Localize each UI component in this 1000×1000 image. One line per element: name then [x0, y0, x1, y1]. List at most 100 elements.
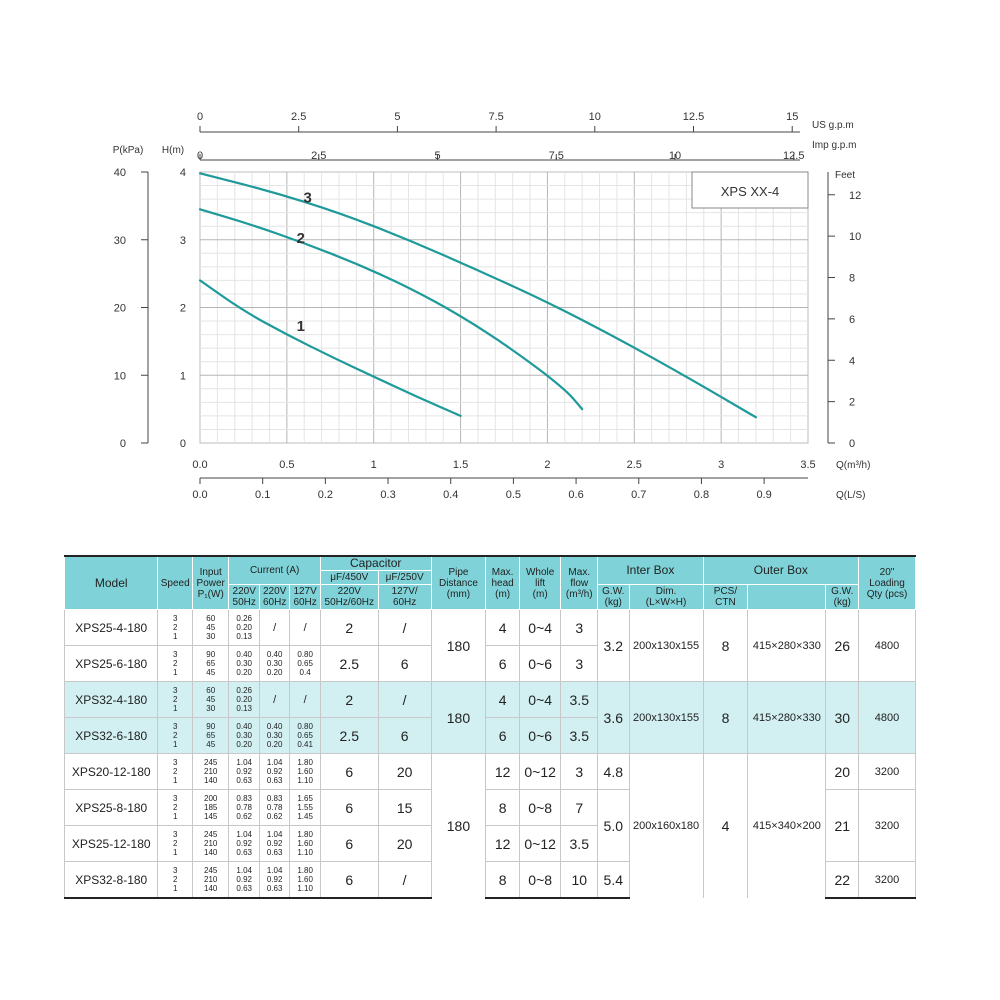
max-flow-cell: 3 — [560, 645, 599, 682]
cell-line: 2 — [172, 767, 178, 776]
cell-line: 60 — [206, 614, 216, 623]
curve-label-2: 2 — [297, 230, 305, 247]
max-head-cell: 6 — [485, 645, 520, 682]
feet-tick-label: 2 — [849, 397, 855, 409]
max-head-cell: 8 — [485, 861, 520, 899]
cell-line: 0.40 — [266, 650, 283, 659]
max-flow-cell: 3 — [560, 753, 599, 790]
max-head-cell: 4 — [485, 681, 520, 718]
curve-series-3 — [198, 172, 757, 419]
cell-line: 0.78 — [236, 803, 252, 812]
current-220-50-cell: 1.04 0.92 0.63 — [228, 861, 260, 899]
ls-tick-label: 0.0 — [192, 489, 207, 501]
cell-line: 140 — [204, 848, 218, 857]
current-220-60-cell: 1.04 0.92 0.63 — [258, 753, 291, 790]
header-text: lift — [535, 577, 546, 589]
cell-line: 0.40 — [266, 722, 283, 731]
m3h-tick-label: 0.0 — [192, 459, 207, 471]
current-127-60-cell: / — [289, 609, 321, 646]
whole-lift-cell: 0~4 — [518, 681, 562, 718]
cell-line: 3 — [172, 614, 178, 623]
curve-series-2 — [198, 208, 584, 411]
cap-127v-cell: / — [377, 861, 432, 899]
cell-line: 0.63 — [236, 884, 252, 893]
us-gpm-tick-label: 2.5 — [291, 111, 306, 123]
current-220-60-cell: / — [258, 681, 291, 718]
outer-gw-cell: 30 — [825, 681, 859, 754]
current-220-50-cell: 0.83 0.78 0.62 — [228, 789, 260, 826]
header-max-head: Max. head (m) — [485, 555, 520, 610]
header-cap-220v: 220V 50Hz/60Hz — [319, 584, 379, 610]
kpa-tick-label: 10 — [114, 370, 126, 382]
header-inter-box: Inter Box — [597, 555, 704, 585]
model-cell: XPS32-8-180 — [63, 861, 159, 899]
header-text: 50Hz/60Hz — [324, 597, 375, 608]
cell-line: 1.04 — [266, 758, 283, 767]
m3h-tick-label: 1.5 — [453, 459, 468, 471]
header-text: 50Hz — [232, 597, 256, 608]
cell-line: 1 — [172, 848, 178, 857]
spec-table-body: XPS25-4-180 3 2 1 60 45 30 0.26 0.20 0.13//2/180 4… — [63, 609, 916, 899]
header-text: Input — [199, 566, 222, 578]
header-text: Distance — [438, 577, 478, 589]
ls-tick-label: 0.8 — [694, 489, 709, 501]
max-flow-cell: 10 — [560, 861, 599, 899]
cell-line: 0.83 — [236, 794, 252, 803]
outer-gw-cell: 22 — [825, 861, 859, 899]
ls-tick-label: 0.4 — [443, 489, 458, 501]
whole-lift-cell: 0~4 — [518, 609, 562, 646]
cell-line: 3 — [172, 722, 178, 731]
m3h-tick-label: 1 — [371, 459, 377, 471]
cell-line: 0.65 — [297, 659, 313, 668]
m3h-tick-label: 2.5 — [627, 459, 642, 471]
cell-line: 0.26 — [236, 686, 252, 695]
cell-line: 0.63 — [236, 848, 252, 857]
kpa-tick-label: 30 — [114, 235, 126, 247]
cell-line: 1.04 — [266, 830, 283, 839]
header-text: Loading — [869, 577, 905, 589]
cell-line: 2 — [172, 659, 178, 668]
us-gpm-tick-label: 5 — [394, 111, 400, 123]
cell-line: 0.63 — [266, 884, 283, 893]
cell-line: 210 — [204, 875, 218, 884]
current-127-60-cell: 1.65 1.55 1.45 — [289, 789, 321, 826]
loading-qty-cell: 4800 — [858, 609, 916, 682]
header-text: CTN — [715, 597, 736, 608]
loading-qty-cell: 4800 — [858, 681, 916, 754]
cell-line: 1.60 — [297, 875, 313, 884]
cell-line: 65 — [206, 659, 216, 668]
imp-gpm-axis-label: Imp g.p.m — [812, 140, 856, 151]
cell-line: 0.30 — [236, 659, 252, 668]
ls-tick-label: 0.6 — [568, 489, 583, 501]
cell-line: 0.83 — [266, 794, 283, 803]
header-inter-dim: Dim. (L×W×H) — [628, 584, 704, 610]
imp-gpm-tick-label: 5 — [434, 150, 440, 162]
cell-line: 0.92 — [236, 839, 252, 848]
header-text: 220V — [232, 586, 256, 597]
header-text: Max. — [491, 566, 514, 578]
ls-tick-label: 0.7 — [631, 489, 646, 501]
cell-line: 45 — [206, 668, 216, 677]
pipe-cell: 180 — [430, 681, 487, 754]
current-127-60-cell: 1.80 1.60 1.10 — [289, 825, 321, 862]
cell-line: 0.4 — [299, 668, 311, 677]
current-220-60-cell: 0.40 0.30 0.20 — [258, 717, 291, 754]
cell-line: 0.78 — [266, 803, 283, 812]
outer-dim-cell: 415×280×330 — [747, 681, 827, 754]
cell-line: 45 — [206, 623, 216, 632]
cell-line: 0.20 — [236, 695, 252, 704]
ls-tick-label: 0.2 — [318, 489, 333, 501]
header-outer-box: Outer Box — [702, 555, 860, 585]
inter-gw-cell: 4.8 — [597, 753, 630, 790]
ls-tick-label: 0.1 — [255, 489, 270, 501]
cell-line: 140 — [204, 884, 218, 893]
us-gpm-tick-label: 15 — [786, 111, 798, 123]
us-gpm-tick-label: 7.5 — [488, 111, 503, 123]
cap-127v-cell: 6 — [377, 645, 432, 682]
imp-gpm-tick-label: 2.5 — [311, 150, 326, 162]
ls-axis-label: Q(L/S) — [836, 490, 865, 501]
